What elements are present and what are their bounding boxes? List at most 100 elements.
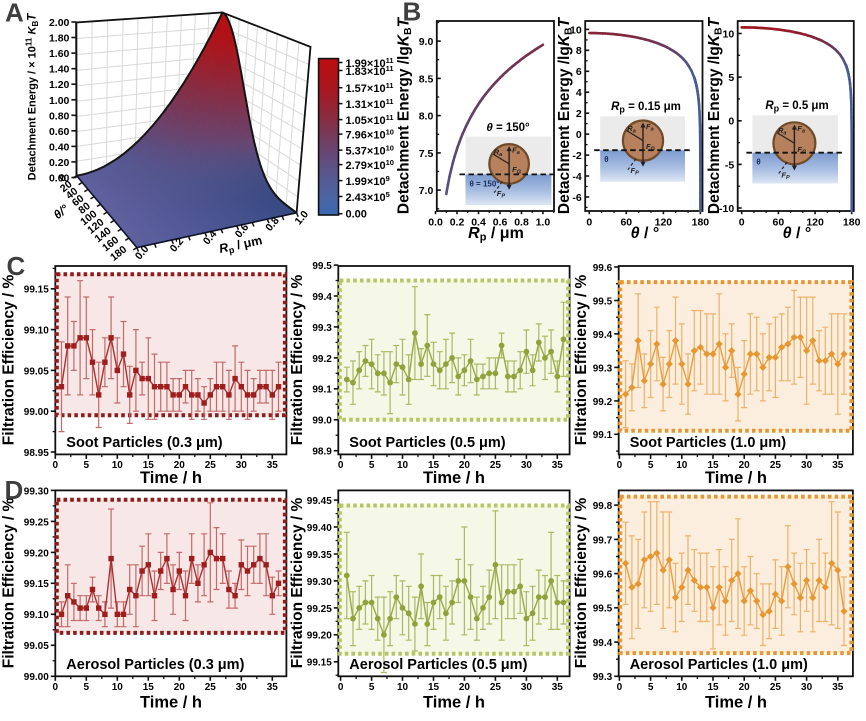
svg-text:Time / h: Time / h	[423, 469, 485, 487]
svg-text:Detachment Energy /lgKBT: Detachment Energy /lgKBT	[706, 16, 725, 214]
svg-text:35: 35	[267, 682, 279, 693]
svg-text:-4: -4	[572, 171, 581, 183]
svg-text:10: 10	[397, 682, 409, 693]
svg-text:99.40: 99.40	[307, 523, 332, 534]
svg-text:99.2: 99.2	[593, 397, 613, 408]
svg-text:6: 6	[576, 66, 582, 78]
svg-text:θ / °: θ / °	[783, 225, 812, 242]
svg-text:1.00: 1.00	[49, 95, 70, 107]
svg-text:99.3: 99.3	[593, 672, 613, 683]
svg-text:-2: -2	[572, 150, 581, 162]
svg-text:θ / °: θ / °	[631, 225, 660, 242]
svg-text:4: 4	[576, 87, 582, 99]
svg-text:5: 5	[84, 460, 90, 471]
svg-text:99.25: 99.25	[24, 517, 49, 528]
svg-text:99.8: 99.8	[593, 501, 613, 512]
svg-text:99.3: 99.3	[593, 363, 613, 374]
svg-text:15: 15	[707, 682, 719, 693]
svg-text:15: 15	[428, 682, 440, 693]
svg-text:0.60: 0.60	[49, 126, 70, 138]
svg-text:10: 10	[112, 682, 124, 693]
svg-text:θ = 150°: θ = 150°	[470, 179, 500, 188]
svg-text:θ: θ	[604, 155, 608, 164]
svg-text:-5: -5	[725, 159, 734, 171]
svg-text:30: 30	[801, 460, 813, 471]
svg-text:25: 25	[770, 682, 782, 693]
svg-text:θ: θ	[756, 158, 760, 167]
svg-text:Filtration Efficiency / %: Filtration Efficiency / %	[1, 275, 18, 446]
svg-text:99.2: 99.2	[312, 354, 332, 365]
svg-text:5: 5	[648, 682, 654, 693]
svg-text:Time / h: Time / h	[705, 469, 767, 487]
svg-text:0.0: 0.0	[428, 217, 443, 229]
svg-text:99.4: 99.4	[593, 638, 613, 649]
svg-text:θ = 150°: θ = 150°	[486, 122, 530, 134]
svg-text:99.1: 99.1	[312, 385, 332, 396]
svg-text:2: 2	[576, 108, 582, 120]
svg-text:99.15: 99.15	[24, 285, 49, 296]
svg-text:Filtration Efficiency / %: Filtration Efficiency / %	[289, 275, 306, 446]
svg-text:10: 10	[676, 460, 688, 471]
svg-text:99.6: 99.6	[593, 570, 613, 581]
svg-text:35: 35	[832, 682, 844, 693]
svg-text:5: 5	[84, 682, 90, 693]
svg-text:20: 20	[739, 682, 751, 693]
svg-text:5: 5	[728, 72, 734, 84]
svg-text:2.43×105: 2.43×105	[346, 190, 390, 204]
svg-text:99.00: 99.00	[24, 672, 49, 683]
svg-text:99.5: 99.5	[312, 261, 332, 272]
svg-text:Aerosol Particles (1.0 μm): Aerosol Particles (1.0 μm)	[630, 657, 808, 673]
svg-text:0.00: 0.00	[346, 209, 367, 221]
svg-text:98.95: 98.95	[24, 448, 49, 459]
svg-text:Filtration Efficiency / %: Filtration Efficiency / %	[289, 498, 306, 669]
svg-text:Rp / μm: Rp / μm	[468, 225, 524, 244]
svg-text:99.6: 99.6	[593, 263, 613, 274]
svg-text:99.20: 99.20	[307, 631, 332, 642]
svg-text:0.2: 0.2	[450, 217, 465, 229]
svg-text:99.25: 99.25	[307, 604, 332, 615]
svg-text:0: 0	[617, 682, 623, 693]
svg-text:35: 35	[552, 460, 564, 471]
svg-text:99.05: 99.05	[24, 641, 49, 652]
svg-text:Time / h: Time / h	[423, 694, 485, 712]
svg-text:10: 10	[112, 460, 124, 471]
svg-text:99.15: 99.15	[24, 579, 49, 590]
svg-text:Soot Particles (1.0 μm): Soot Particles (1.0 μm)	[630, 435, 787, 451]
svg-text:25: 25	[770, 460, 782, 471]
svg-text:99.10: 99.10	[24, 610, 49, 621]
svg-text:0: 0	[739, 217, 745, 229]
svg-text:Detachment Energy /lgKBT: Detachment Energy /lgKBT	[556, 16, 575, 214]
svg-text:0: 0	[53, 460, 59, 471]
svg-text:180: 180	[692, 217, 710, 229]
svg-text:8.0: 8.0	[419, 111, 434, 123]
svg-text:1.80: 1.80	[49, 33, 70, 45]
svg-text:99.7: 99.7	[593, 535, 613, 546]
svg-text:0: 0	[53, 682, 59, 693]
svg-text:99.4: 99.4	[593, 330, 613, 341]
svg-text:1.99×109: 1.99×109	[346, 174, 390, 188]
svg-text:0: 0	[617, 460, 623, 471]
svg-text:Detachment Energy / × 1011 KBT: Detachment Energy / × 1011 KBT	[25, 13, 41, 181]
svg-text:Filtration Efficiency / %: Filtration Efficiency / %	[1, 498, 18, 669]
svg-text:Aerosol Particles (0.5 μm): Aerosol Particles (0.5 μm)	[349, 657, 527, 673]
svg-text:Filtration Efficiency / %: Filtration Efficiency / %	[573, 275, 590, 446]
svg-text:99.05: 99.05	[24, 366, 49, 377]
svg-text:9.0: 9.0	[419, 36, 434, 48]
svg-text:20: 20	[174, 682, 186, 693]
svg-text:99.10: 99.10	[24, 326, 49, 337]
svg-text:1.20: 1.20	[49, 79, 70, 91]
svg-text:Time / h: Time / h	[705, 694, 767, 712]
svg-text:0.80: 0.80	[49, 110, 70, 122]
svg-text:30: 30	[801, 682, 813, 693]
svg-text:99.30: 99.30	[24, 486, 49, 497]
svg-text:99.35: 99.35	[307, 550, 332, 561]
svg-text:30: 30	[521, 460, 533, 471]
svg-text:99.4: 99.4	[312, 292, 332, 303]
svg-text:10: 10	[676, 682, 688, 693]
svg-text:1.0: 1.0	[536, 217, 551, 229]
svg-text:5: 5	[648, 460, 654, 471]
svg-text:35: 35	[267, 460, 279, 471]
svg-text:5: 5	[369, 460, 375, 471]
svg-text:0: 0	[338, 460, 344, 471]
svg-text:7.0: 7.0	[419, 185, 434, 197]
